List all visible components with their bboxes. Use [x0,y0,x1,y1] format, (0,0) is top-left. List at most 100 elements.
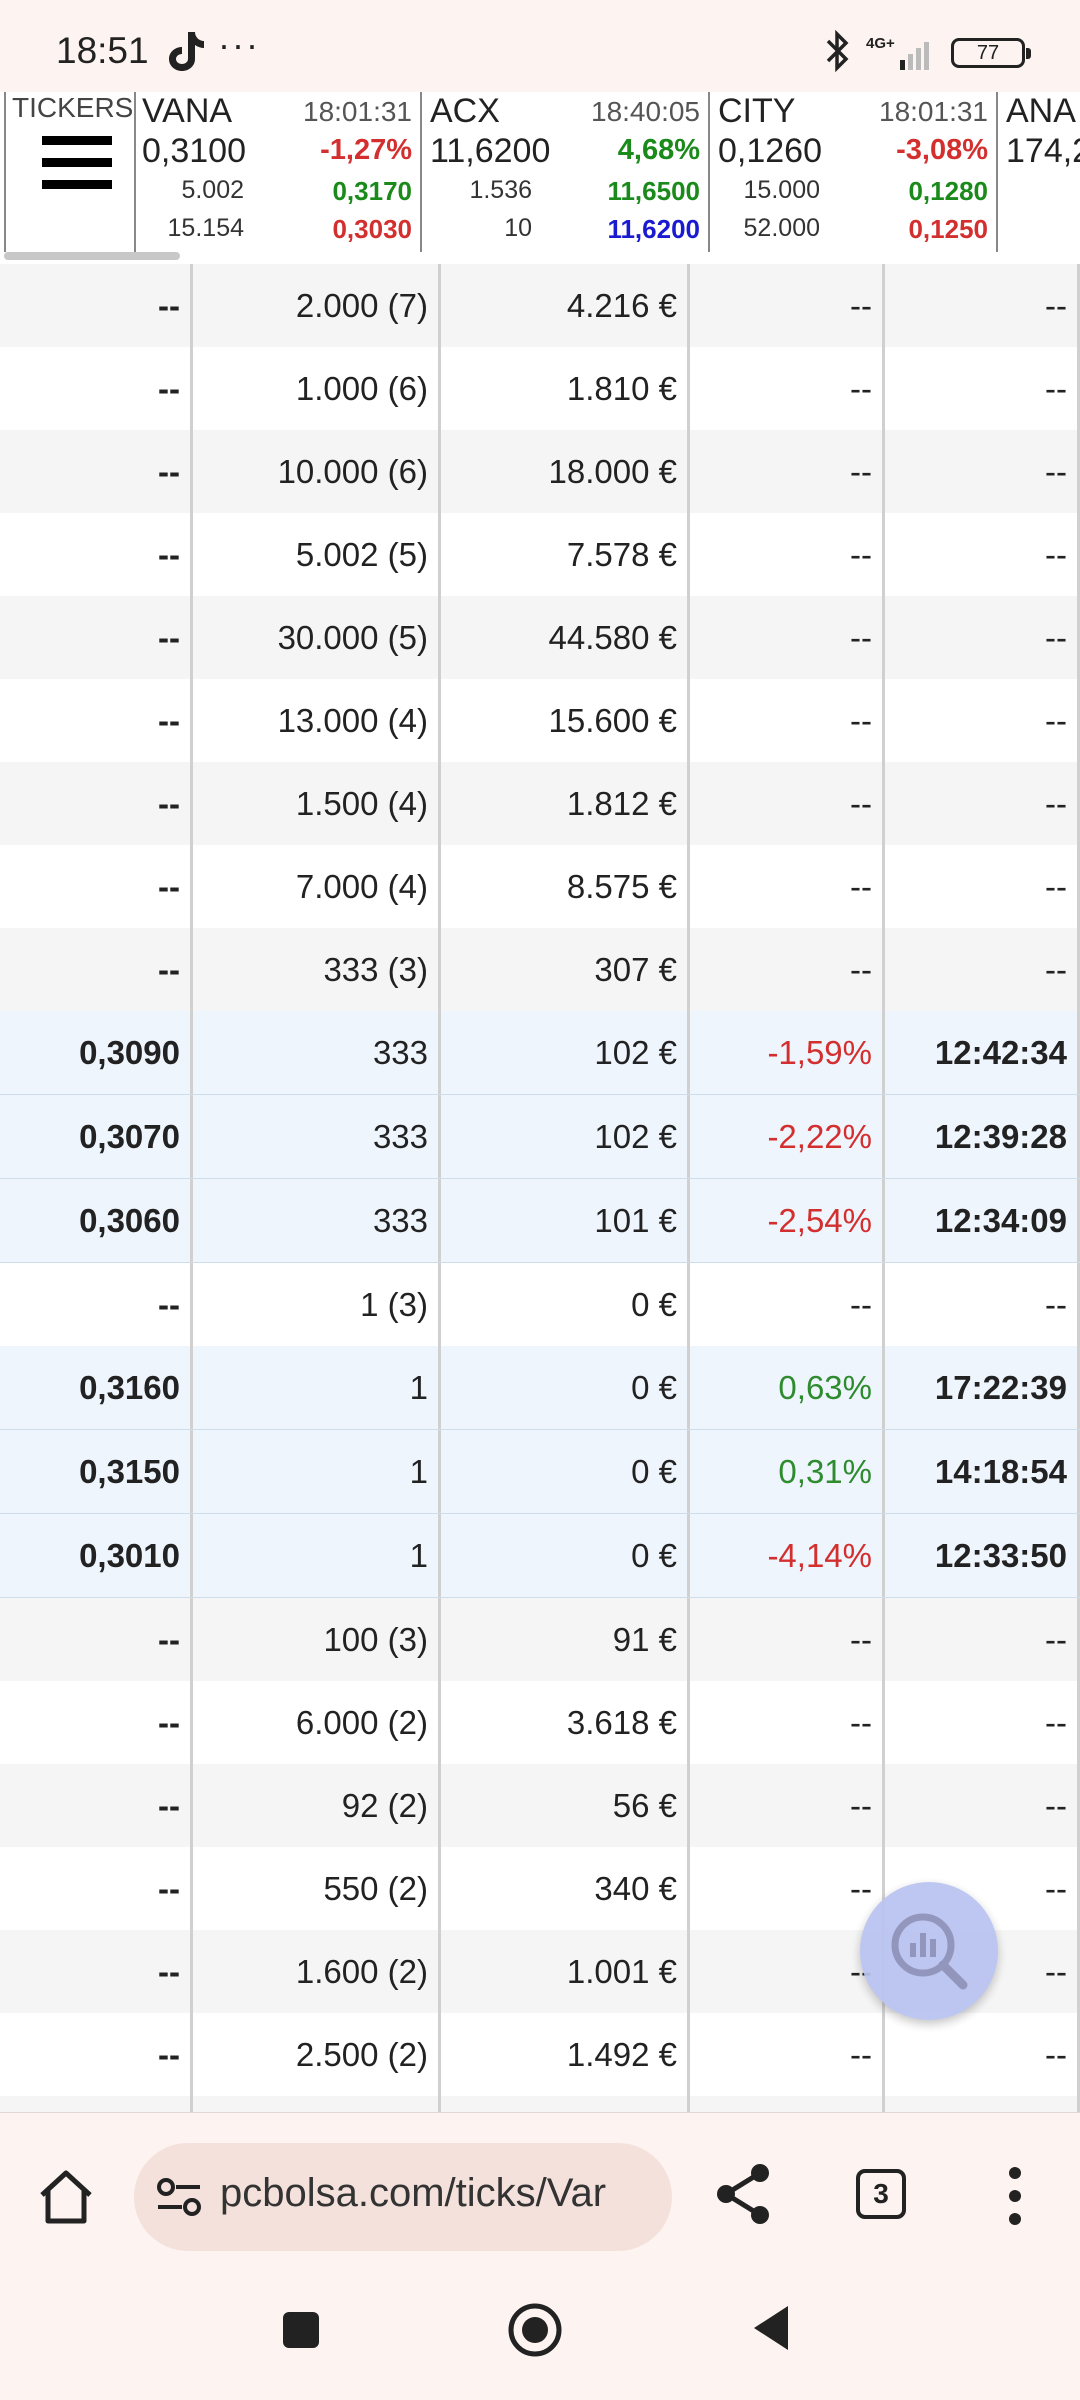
shares-cell: 100 (3) [193,1598,441,1681]
ticker-price: 174,2 [1006,132,1080,170]
amount-cell: 56 € [441,1764,690,1847]
price-cell: -- [0,1263,193,1346]
shares-cell: 5.002 (5) [193,513,441,596]
ticker-low: 0,1250 [908,214,988,244]
price-cell: -- [0,430,193,513]
ticks-table: -- 2.000 (7) 4.216 € -- -- -- 1.000 (6) 1.810 €… [0,264,1080,2179]
address-bar[interactable]: pcbolsa.com/ticks/Var [134,2143,672,2251]
change-cell: -- [690,1764,885,1847]
ticker-bar: TICKERS VANA 18:01:31 0,3100 -1,27% 5.00… [0,92,1080,266]
shares-cell: 13.000 (4) [193,679,441,762]
time-cell: -- [885,845,1080,928]
amount-cell: 0 € [441,1346,690,1429]
amount-cell: 7.578 € [441,513,690,596]
ticker-high: 11,6500 [607,176,700,206]
price-cell: -- [0,1764,193,1847]
shares-cell: 333 (3) [193,928,441,1011]
amount-cell: 1.492 € [441,2013,690,2096]
price-cell: -- [0,1930,193,2013]
bluetooth-icon [826,30,849,72]
table-row: -- 2.500 (2) 1.492 € -- -- [0,2013,1080,2096]
ticker-low: 11,6200 [607,214,700,244]
tiktok-icon [169,32,204,71]
amount-cell: 44.580 € [441,596,690,679]
ticker-name: VANA [142,92,233,130]
time-cell: -- [885,513,1080,596]
table-row: 0,3010 1 0 € -4,14% 12:33:50 [0,1514,1080,1598]
url-text: pcbolsa.com/ticks/Var [220,2171,607,2215]
table-row: 0,3090 333 102 € -1,59% 12:42:34 [0,1011,1080,1095]
change-cell: -- [690,1263,885,1346]
shares-cell: 30.000 (5) [193,596,441,679]
price-cell: -- [0,928,193,1011]
hamburger-menu-icon[interactable] [42,136,112,190]
shares-cell: 2.500 (2) [193,2013,441,2096]
price-cell: -- [0,2013,193,2096]
table-row: -- 333 (3) 307 € -- -- [0,928,1080,1011]
ticker-acx[interactable]: ACX 18:40:05 11,6200 4,68% 1.536 11,6500… [422,92,710,252]
change-cell: -2,54% [690,1179,885,1262]
amount-cell: 102 € [441,1011,690,1094]
table-row: -- 13.000 (4) 15.600 € -- -- [0,679,1080,762]
price-cell: -- [0,679,193,762]
ticker-name: ACX [430,92,500,130]
amount-cell: 1.810 € [441,347,690,430]
table-row: 0,3150 1 0 €0,31% 14:18:54 [0,1430,1080,1514]
amount-cell: 0 € [441,1430,690,1513]
change-cell: -- [690,679,885,762]
recents-icon[interactable] [283,2312,319,2348]
notification-dots: ··· [218,24,260,65]
ticker-high: 0,1280 [908,176,988,206]
chart-search-fab[interactable] [860,1882,998,2020]
time-cell: -- [885,1263,1080,1346]
change-cell: -2,22% [690,1095,885,1178]
more-vert-icon[interactable] [1000,2163,1030,2229]
ticker-name: CITY [718,92,796,130]
nav-home-icon[interactable] [505,2300,565,2360]
ticker-price: 11,6200 [430,132,551,170]
price-cell: -- [0,1847,193,1930]
change-cell: -- [690,845,885,928]
change-cell: -- [690,264,885,347]
ticker-vana[interactable]: VANA 18:01:31 0,3100 -1,27% 5.002 0,3170… [134,92,422,252]
site-settings-icon[interactable] [156,2177,202,2217]
price-cell: 0,3090 [0,1011,193,1094]
change-cell: -- [690,347,885,430]
home-icon[interactable] [34,2165,98,2229]
chart-search-icon [891,1913,968,1990]
time-cell: 12:42:34 [885,1011,1080,1094]
change-cell: -- [690,762,885,845]
shares-cell: 1.600 (2) [193,1930,441,2013]
ticker-change: -3,08% [896,134,988,166]
tickers-menu[interactable]: TICKERS [4,92,136,252]
shares-cell: 1 [193,1514,441,1597]
ticker-ana[interactable]: ANA 174,2 [998,92,1080,252]
shares-cell: 333 [193,1179,441,1262]
table-row: -- 1 (3) 0 € -- -- [0,1263,1080,1346]
time-cell: -- [885,596,1080,679]
ticker-time: 18:01:31 [879,96,988,127]
amount-cell: 18.000 € [441,430,690,513]
price-cell: 0,3060 [0,1179,193,1262]
table-row: -- 7.000 (4) 8.575 € -- -- [0,845,1080,928]
time-cell: 14:18:54 [885,1430,1080,1513]
amount-cell: 307 € [441,928,690,1011]
amount-cell: 102 € [441,1095,690,1178]
status-time: 18:51 [56,30,149,71]
table-row: 0,3160 1 0 €0,63% 17:22:39 [0,1346,1080,1430]
ticker-city[interactable]: CITY 18:01:31 0,1260 -3,08% 15.000 0,128… [710,92,998,252]
back-icon[interactable] [748,2302,792,2354]
ticker-low: 0,3030 [332,214,412,244]
tabs-icon[interactable]: 3 [856,2169,906,2219]
change-cell: -- [690,928,885,1011]
ticker-volume-low: 52.000 [743,214,820,242]
ticker-change: 4,68% [617,134,700,166]
price-cell: 0,3070 [0,1095,193,1178]
change-cell: -4,14% [690,1514,885,1597]
amount-cell: 91 € [441,1598,690,1681]
table-row: -- 2.000 (7) 4.216 € -- -- [0,264,1080,347]
table-row: 0,3070 333 102 € -2,22% 12:39:28 [0,1095,1080,1179]
time-cell: -- [885,928,1080,1011]
ticker-scrollbar[interactable] [4,252,180,260]
share-icon[interactable] [714,2161,774,2227]
